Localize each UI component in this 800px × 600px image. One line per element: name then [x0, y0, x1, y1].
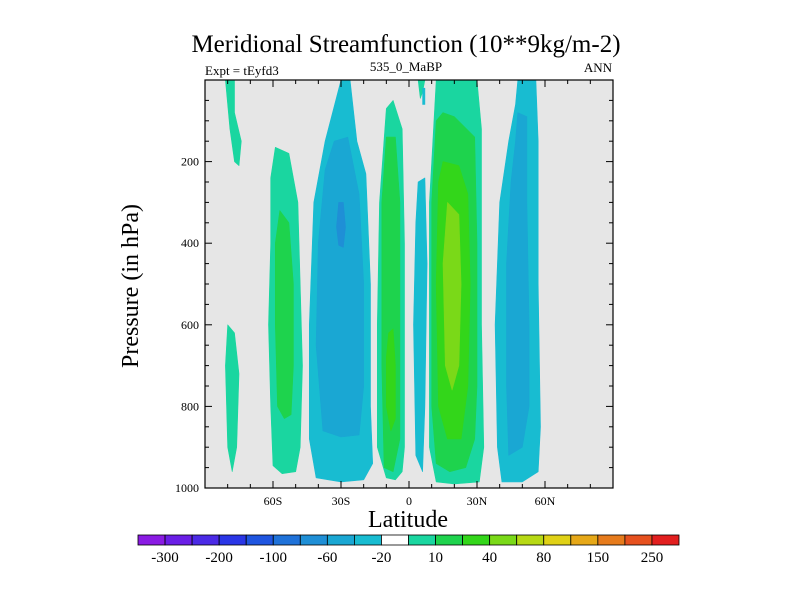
x-axis-ticks: 60S 30S 0 30N 60N: [227, 80, 591, 508]
contour-eq-top-blue: [422, 87, 426, 105]
colorbar-box: [543, 534, 572, 546]
x-tick-label: 60N: [535, 494, 556, 508]
colorbar-box: [597, 534, 626, 546]
y-tick-label: 800: [181, 399, 199, 413]
plot-area-background: [205, 80, 613, 488]
x-tick-label: 30N: [467, 494, 488, 508]
subtitle-right: ANN: [584, 60, 613, 75]
contour-sh-hadley-core: [315, 136, 365, 438]
colorbar-label: -20: [371, 550, 391, 566]
colorbar-label: 80: [536, 550, 551, 566]
contour-nh-ferrel-core: [506, 112, 530, 456]
y-axis-label: Pressure (in hPa): [118, 204, 144, 368]
colorbar-box: [516, 534, 545, 546]
subtitle-left: Expt = tEyfd3: [205, 63, 279, 78]
y-axis-ticks: 200 400 600 800 1000: [175, 99, 613, 495]
y-tick-label: 400: [181, 236, 199, 250]
colorbar-box: [245, 534, 274, 546]
colorbar-box: [408, 534, 436, 546]
colorbar-label: 10: [428, 550, 443, 566]
colorbar-labels: -300 -200 -100 -60 -20 10 40 80 150 250: [151, 550, 663, 566]
colorbar-box: [624, 534, 653, 546]
colorbar-label: -100: [260, 550, 288, 566]
colorbar-box: [191, 534, 220, 546]
y-tick-label: 200: [181, 155, 199, 169]
colorbar-box: [137, 534, 166, 546]
x-tick-label: 30S: [332, 494, 351, 508]
x-axis-label: Latitude: [368, 507, 448, 533]
chart-title: Meridional Streamfunction (10**9kg/m-2): [191, 31, 620, 58]
colorbar-box: [489, 534, 518, 546]
colorbar-box: [570, 534, 599, 546]
colorbar-box: [381, 534, 409, 546]
colorbar-box: [272, 534, 301, 546]
subtitle-center: 535_0_MaBP: [370, 59, 442, 74]
contour-sh-top-green: [225, 79, 242, 166]
colorbar-box: [218, 534, 247, 546]
colorbar-box: [353, 534, 382, 546]
colorbar-box: [462, 534, 491, 546]
colorbar-box: [651, 534, 680, 546]
colorbar-box: [299, 534, 328, 546]
colorbar-label: -200: [205, 550, 233, 566]
colorbar-label: 40: [482, 550, 497, 566]
contour-sh-hadley-max: [336, 202, 346, 248]
contour-sh-polar-green: [225, 324, 240, 473]
y-tick-label: 600: [181, 318, 199, 332]
colorbar-label: -300: [151, 550, 179, 566]
colorbar-label: 150: [587, 550, 610, 566]
contour-eq-blue-strip: [413, 177, 428, 473]
contour-eq-max: [385, 328, 396, 432]
colorbar-box: [326, 534, 355, 546]
contour-sh-ferrel-core: [274, 210, 294, 419]
contour-nh-hadley-max: [442, 202, 462, 391]
colorbar: [137, 534, 680, 546]
contour-layer: [225, 79, 541, 485]
colorbar-box: [164, 534, 193, 546]
colorbar-label: -60: [317, 550, 337, 566]
x-tick-label: 0: [406, 494, 412, 508]
colorbar-box: [435, 534, 463, 546]
y-tick-label: 1000: [175, 481, 199, 495]
x-tick-label: 60S: [264, 494, 283, 508]
colorbar-label: 250: [641, 550, 664, 566]
